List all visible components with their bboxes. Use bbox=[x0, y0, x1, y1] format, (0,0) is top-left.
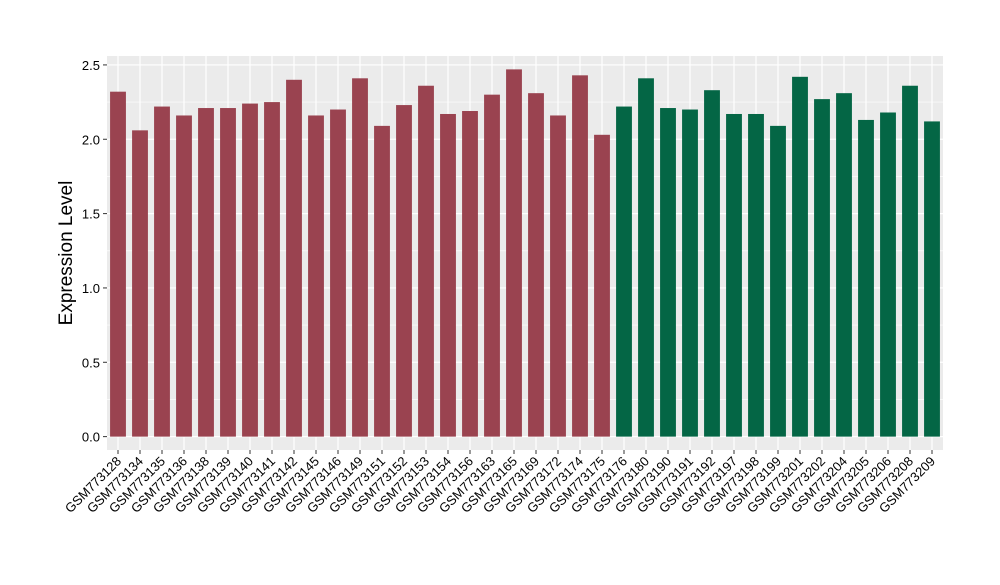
bar-GSM773151 bbox=[374, 125, 390, 437]
bar-GSM773190 bbox=[660, 108, 676, 437]
bars bbox=[110, 69, 940, 437]
bar-GSM773169 bbox=[528, 93, 544, 437]
bar-GSM773192 bbox=[704, 90, 720, 437]
bar-GSM773128 bbox=[110, 91, 126, 437]
bar-GSM773154 bbox=[440, 113, 456, 437]
bar-GSM773145 bbox=[308, 115, 324, 437]
y-tick-label: 1.0 bbox=[82, 281, 100, 296]
bar-GSM773172 bbox=[550, 115, 566, 437]
bar-GSM773201 bbox=[792, 76, 808, 437]
bar-GSM773146 bbox=[330, 109, 346, 437]
bar-GSM773205 bbox=[858, 119, 874, 437]
bar-GSM773199 bbox=[770, 125, 786, 437]
y-axis: 0.0 0.5 1.0 1.5 2.0 2.5 bbox=[82, 58, 107, 445]
bar-GSM773165 bbox=[506, 69, 522, 437]
bar-GSM773163 bbox=[484, 94, 500, 437]
bar-GSM773135 bbox=[154, 106, 170, 437]
bar-GSM773140 bbox=[242, 103, 258, 437]
bar-GSM773209 bbox=[924, 121, 940, 437]
bar-GSM773149 bbox=[352, 78, 368, 437]
bar-GSM773136 bbox=[176, 115, 192, 437]
y-tick-label: 0.5 bbox=[82, 355, 100, 370]
bar-GSM773191 bbox=[682, 109, 698, 437]
bar-GSM773202 bbox=[814, 99, 830, 437]
y-axis-label: Expression Level bbox=[56, 181, 77, 326]
bar-GSM773176 bbox=[616, 106, 632, 437]
bar-GSM773141 bbox=[264, 102, 280, 437]
bar-GSM773134 bbox=[132, 130, 148, 437]
bar-GSM773153 bbox=[418, 85, 434, 437]
bar-GSM773206 bbox=[880, 112, 896, 437]
x-axis: GSM773128GSM773134GSM773135GSM773136GSM7… bbox=[62, 450, 938, 516]
bar-GSM773197 bbox=[726, 113, 742, 437]
y-tick-label: 0.0 bbox=[82, 430, 100, 445]
bar-GSM773175 bbox=[594, 134, 610, 437]
bar-GSM773156 bbox=[462, 111, 478, 437]
bar-GSM773174 bbox=[572, 75, 588, 437]
y-tick-label: 1.5 bbox=[82, 207, 100, 222]
bar-GSM773138 bbox=[198, 108, 214, 437]
y-tick-label: 2.0 bbox=[82, 132, 100, 147]
bar-GSM773180 bbox=[638, 78, 654, 437]
bar-GSM773204 bbox=[836, 93, 852, 437]
bar-GSM773139 bbox=[220, 108, 236, 437]
bar-GSM773208 bbox=[902, 85, 918, 437]
bar-GSM773198 bbox=[748, 113, 764, 437]
bar-GSM773142 bbox=[286, 79, 302, 437]
bar-GSM773152 bbox=[396, 105, 412, 437]
y-tick-label: 2.5 bbox=[82, 58, 100, 73]
